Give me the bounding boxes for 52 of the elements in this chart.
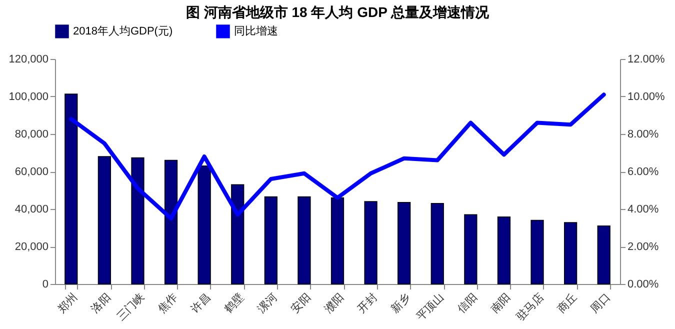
bar [64, 94, 78, 284]
x-tick-label: 许昌 [189, 292, 214, 316]
legend-label: 2018年人均GDP(元) [73, 25, 173, 38]
x-tick-label: 郑州 [55, 290, 80, 316]
x-tick-label: 洛阳 [89, 292, 114, 316]
y2-tick-label: 0.00% [628, 278, 659, 290]
y2-tick-label: 12.00% [628, 54, 666, 66]
bar [430, 202, 444, 284]
y-tick-label: 60,000 [14, 166, 48, 178]
y2-tick-label: 10.00% [628, 91, 666, 103]
y2-tick-label: 8.00% [628, 128, 659, 140]
bar [464, 214, 478, 284]
bar [164, 160, 178, 284]
y2-tick-label: 2.00% [628, 241, 659, 253]
bar [530, 220, 544, 284]
y-tick-label: 0 [42, 278, 48, 290]
legend-label: 同比增速 [234, 24, 278, 38]
x-tick-label: 安阳 [288, 290, 314, 316]
y-tick-label: 20,000 [14, 241, 48, 253]
bar [330, 197, 344, 284]
y2-tick-label: 6.00% [628, 166, 659, 178]
line-series [69, 92, 606, 220]
x-tick-label: 周口 [588, 292, 613, 316]
x-tick-label: 焦作 [156, 292, 180, 316]
x-tick-label: 商丘 [554, 290, 580, 316]
x-tick-label: 南阳 [488, 290, 513, 316]
bar [597, 225, 610, 284]
y2-tick-label: 4.00% [628, 204, 659, 216]
y-tick-label: 120,000 [8, 54, 48, 66]
x-tick-label: 漯河 [256, 292, 280, 316]
y-tick-label: 100,000 [8, 91, 48, 103]
bar [98, 156, 111, 284]
x-tick-label: 平顶山 [414, 290, 446, 324]
x-tick-label: 驻马店 [514, 290, 546, 324]
bar [398, 202, 411, 284]
bar [564, 222, 578, 284]
x-tick-label: 信阳 [456, 292, 480, 316]
x-tick-label: 开封 [355, 290, 380, 316]
bar [298, 196, 311, 284]
bar [264, 196, 278, 284]
x-tick-label: 鹤壁 [222, 290, 247, 316]
bar [231, 184, 244, 284]
y-tick-label: 80,000 [14, 128, 48, 140]
chart-title: 图 河南省地级市 18 年人均 GDP 总量及增速情况 [186, 4, 490, 20]
bar [364, 201, 378, 284]
bar [497, 216, 511, 284]
x-tick-label: 三门峡 [114, 290, 147, 324]
x-tick-label: 新乡 [388, 290, 414, 316]
y-tick-label: 40,000 [14, 204, 48, 216]
bar [198, 165, 211, 284]
x-tick-label: 濮阳 [322, 292, 346, 316]
bar [131, 157, 144, 284]
